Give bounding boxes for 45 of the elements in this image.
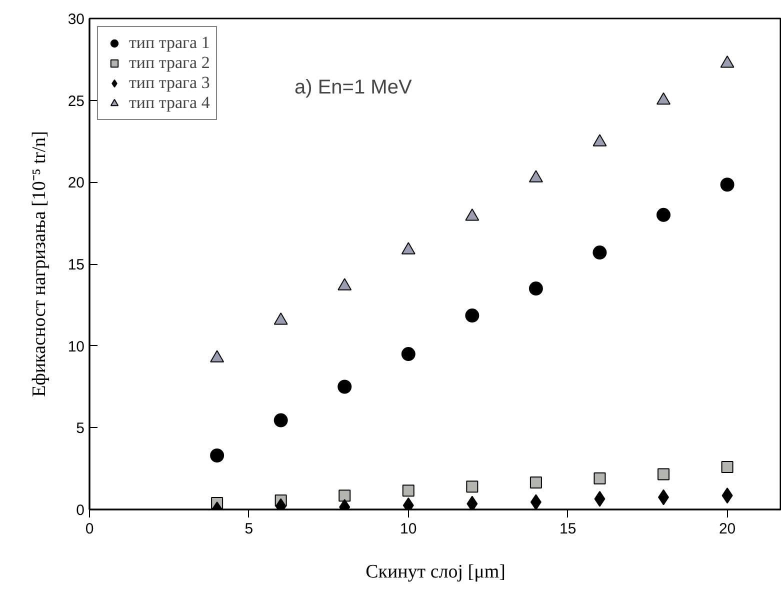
point [530,494,542,510]
point [465,308,480,323]
point [338,278,352,290]
legend-label: тип трага 2 [129,53,210,73]
annotation: a) En=1 MeV [294,76,412,98]
y-tick-label: 5 [76,420,84,438]
point [592,134,607,146]
point [210,448,224,462]
point [594,472,606,484]
x-tick-label: 10 [400,520,417,538]
legend-label: тип трага 4 [129,93,210,113]
y-tick-label: 0 [76,502,84,519]
point [466,496,478,510]
point [465,208,480,221]
point [656,208,671,222]
y-axis-title: Ефикасност нагризања [10⁻⁵ tr/n] [28,131,50,397]
point [720,178,734,192]
legend-label: тип трага 3 [129,73,210,93]
point [658,468,670,480]
y-tick-label: 30 [68,11,85,28]
point [720,56,734,68]
point [466,480,478,493]
point [338,490,351,502]
point [530,476,542,488]
point [338,380,352,394]
y-tick-label: 20 [68,174,85,192]
point [721,460,734,473]
y-tick-label: 25 [68,92,85,110]
point [402,484,414,497]
y-tick-label: 15 [68,256,85,274]
point [592,246,607,260]
y-tick-label: 10 [68,338,85,356]
point [528,282,543,296]
x-tick-label: 20 [718,520,736,538]
point [401,242,416,254]
legend-label: тип трага 1 [129,33,210,53]
point [401,347,416,362]
point [274,413,288,428]
point [210,350,224,362]
point [274,312,288,325]
point [656,92,671,105]
x-tick-label: 15 [560,520,576,538]
x-axis-title: Скинут слој [μm] [366,562,506,582]
point [528,170,543,182]
x-tick-label: 5 [244,520,254,538]
